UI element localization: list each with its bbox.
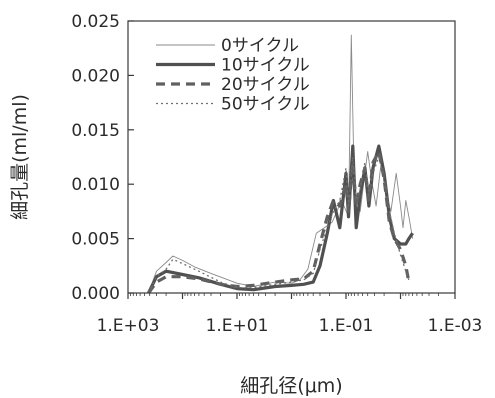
x-tick-label: 1.E+01 bbox=[206, 316, 269, 336]
series-line-0 bbox=[148, 34, 414, 294]
y-tick-label: 0.025 bbox=[71, 12, 120, 32]
x-tick-label: 1.E-03 bbox=[428, 316, 483, 336]
x-tick-label: 1.E-01 bbox=[319, 316, 374, 336]
y-tick-label: 0.010 bbox=[71, 175, 120, 195]
legend-label-0: 0サイクル bbox=[221, 36, 299, 56]
series-line-2 bbox=[147, 150, 411, 294]
legend-label-2: 20サイクル bbox=[221, 75, 310, 95]
legend-label-1: 10サイクル bbox=[221, 56, 310, 76]
y-tick-label: 0.000 bbox=[71, 284, 120, 304]
y-tick-label: 0.005 bbox=[71, 230, 120, 250]
series-layer bbox=[147, 34, 414, 294]
y-axis-title: 細孔量(ml/ml) bbox=[9, 94, 31, 220]
x-axis-title: 細孔径(μm) bbox=[240, 375, 342, 397]
y-tick-label: 0.015 bbox=[71, 121, 120, 141]
y-tick-label: 0.020 bbox=[71, 66, 120, 86]
legend-label-3: 50サイクル bbox=[221, 95, 310, 115]
x-tick-label: 1.E+03 bbox=[97, 316, 160, 336]
series-line-1 bbox=[147, 144, 414, 294]
axes-layer: 0.000 0.005 0.010 0.015 0.020 0.025 1.E+03 1.E+… bbox=[71, 12, 482, 336]
